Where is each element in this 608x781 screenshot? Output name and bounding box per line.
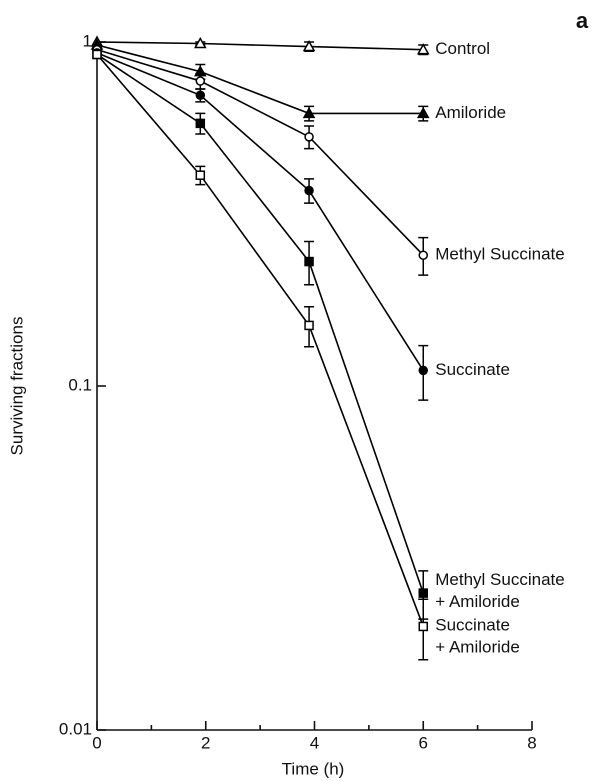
y-tick-label: 1 bbox=[83, 31, 92, 50]
x-tick-label: 6 bbox=[419, 733, 428, 752]
series-label: Methyl Succinate bbox=[435, 245, 564, 264]
panel-label: a bbox=[576, 8, 589, 33]
series-line bbox=[96, 41, 424, 51]
x-tick-label: 0 bbox=[92, 733, 101, 752]
y-tick-label: 0.1 bbox=[68, 375, 92, 394]
series-label: Methyl Succinate + Amiloride bbox=[435, 571, 564, 612]
series-label: Control bbox=[435, 39, 490, 58]
marker bbox=[195, 76, 206, 86]
series-label: Amiloride bbox=[435, 103, 506, 122]
marker bbox=[92, 49, 102, 60]
series-line bbox=[96, 52, 424, 371]
series-line bbox=[96, 48, 424, 256]
marker bbox=[418, 588, 428, 598]
marker bbox=[304, 256, 314, 267]
marker bbox=[416, 43, 430, 55]
series-label: Succinate + Amiloride bbox=[435, 616, 520, 657]
series-label: Succinate bbox=[435, 360, 510, 379]
x-axis-label: Time (h) bbox=[282, 759, 345, 778]
x-tick-label: 4 bbox=[310, 733, 319, 752]
y-axis-label: Surviving fractions bbox=[7, 317, 26, 456]
marker bbox=[304, 185, 314, 196]
marker bbox=[304, 320, 314, 331]
series-line bbox=[96, 53, 424, 627]
marker bbox=[194, 36, 207, 49]
series-line bbox=[96, 53, 425, 594]
marker bbox=[418, 250, 428, 260]
marker bbox=[418, 621, 428, 632]
marker bbox=[195, 170, 206, 180]
marker bbox=[416, 106, 430, 119]
marker bbox=[302, 40, 316, 52]
marker bbox=[195, 90, 206, 101]
marker bbox=[418, 365, 428, 376]
series-line bbox=[96, 44, 424, 115]
marker bbox=[195, 118, 206, 129]
x-tick-label: 2 bbox=[201, 733, 210, 752]
y-tick-label: 0.01 bbox=[59, 719, 92, 738]
x-tick-label: 8 bbox=[527, 733, 536, 752]
marker bbox=[302, 106, 316, 119]
marker bbox=[304, 132, 314, 142]
